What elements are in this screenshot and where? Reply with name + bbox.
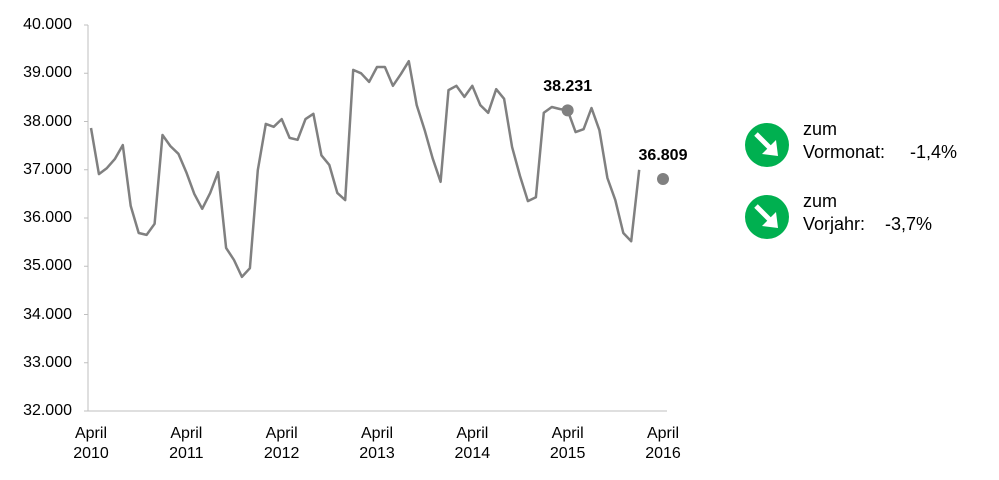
- y-tick-label: 33.000: [23, 353, 72, 371]
- y-tick-label: 35.000: [23, 257, 72, 275]
- y-tick-label: 40.000: [23, 16, 72, 33]
- y-tick-label: 39.000: [23, 64, 72, 82]
- y-tick-label: 34.000: [23, 305, 72, 323]
- indicator-value: -1,4%: [910, 142, 958, 162]
- x-tick-label: April 2012: [263, 425, 300, 462]
- indicator-value: -3,7%: [885, 214, 933, 234]
- indicator-arrowhead: [762, 212, 778, 228]
- x-tick-label: April 2013: [359, 425, 395, 462]
- y-tick-label: 38.000: [23, 112, 72, 130]
- x-tick-label: April 2010: [73, 425, 109, 462]
- x-tick-label: April 2011: [169, 425, 204, 462]
- highlight-marker: [657, 172, 669, 185]
- data-label: 36.809: [638, 146, 688, 164]
- indicator-text: zum Vormonat:: [803, 119, 886, 162]
- indicator-arrowhead: [762, 140, 778, 156]
- data-label: 38.231: [543, 78, 593, 96]
- x-tick-label: April 2015: [549, 425, 586, 462]
- y-tick-label: 36.000: [23, 209, 72, 226]
- highlight-marker: [561, 104, 574, 117]
- x-tick-label: April 2016: [645, 425, 681, 462]
- y-tick-label: 37.000: [23, 160, 72, 178]
- indicator-text: zum Vorjahr:: [803, 191, 866, 234]
- y-tick-label: 32.000: [23, 402, 72, 419]
- x-tick-label: April 2014: [454, 425, 491, 462]
